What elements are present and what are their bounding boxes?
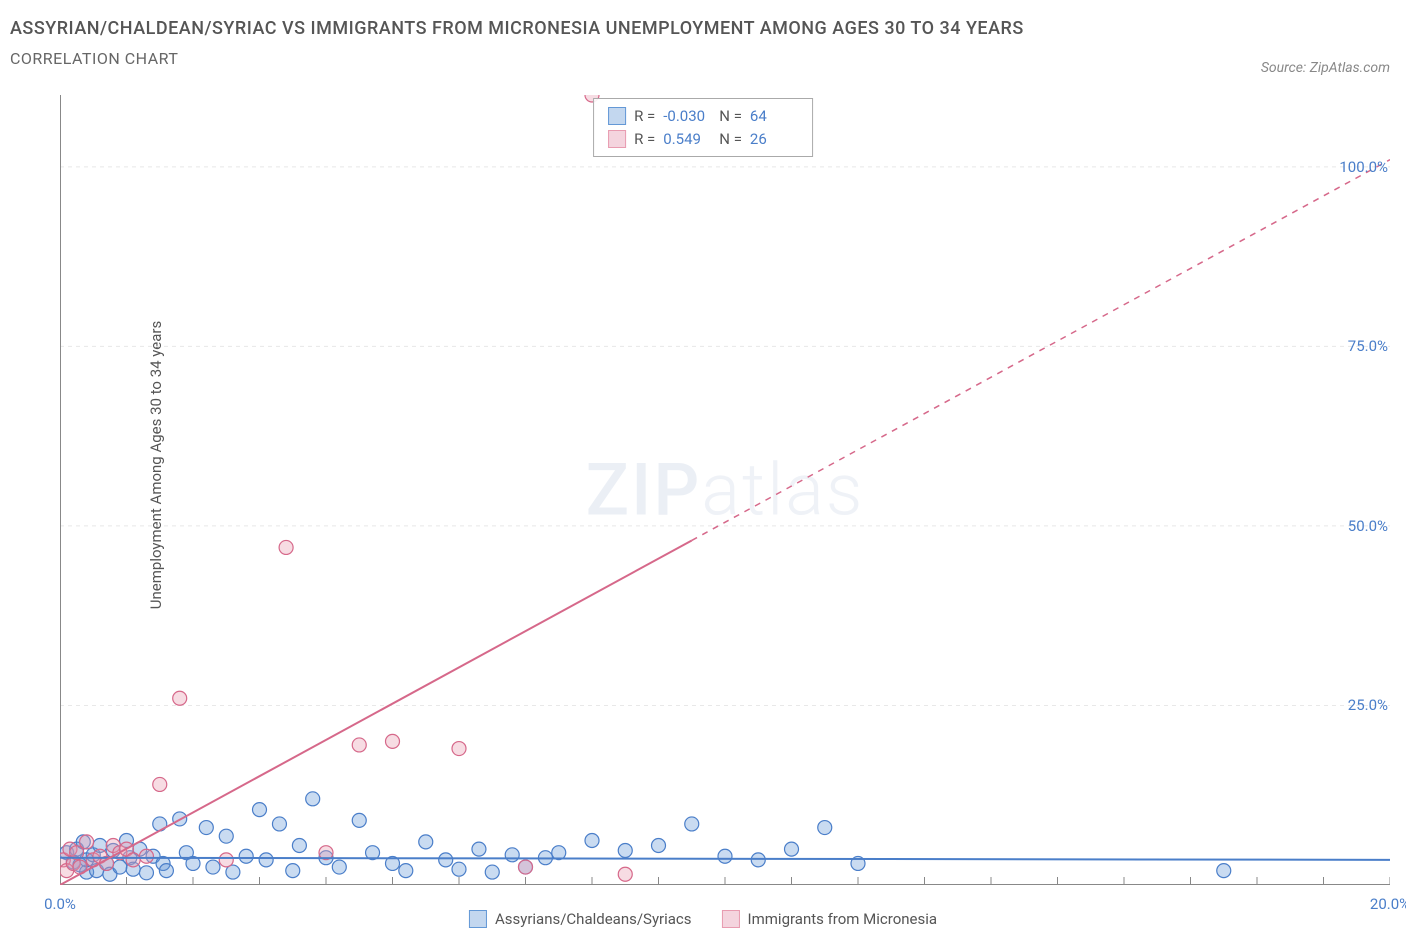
stats-swatch (608, 107, 626, 125)
source-prefix: Source: (1261, 60, 1310, 76)
legend-item: Immigrants from Micronesia (722, 910, 938, 928)
legend-swatch (469, 910, 487, 928)
legend-item: Assyrians/Chaldeans/Syriacs (469, 910, 692, 928)
stats-n-value: 26 (750, 128, 798, 151)
stats-n-label: N = (719, 128, 742, 151)
y-tick-label: 50.0% (1348, 517, 1388, 535)
y-tick-label: 100.0% (1339, 158, 1388, 176)
x-tick-label: 20.0% (1370, 895, 1406, 913)
legend-label: Immigrants from Micronesia (748, 910, 938, 928)
x-tick-label: 0.0% (44, 895, 76, 913)
legend-swatch (722, 910, 740, 928)
scatter-plot (60, 95, 1390, 885)
stats-r-value: -0.030 (663, 105, 711, 128)
legend-label: Assyrians/Chaldeans/Syriacs (495, 910, 692, 928)
stats-n-value: 64 (750, 105, 798, 128)
stats-r-value: 0.549 (663, 128, 711, 151)
stats-row: R = 0.549 N = 26 (608, 128, 798, 151)
stats-r-label: R = (634, 128, 655, 151)
y-tick-label: 25.0% (1348, 696, 1388, 714)
source-name: ZipAtlas.com (1310, 60, 1390, 76)
stats-swatch (608, 130, 626, 148)
source-attribution: Source: ZipAtlas.com (1261, 60, 1390, 76)
series-legend: Assyrians/Chaldeans/Syriacs Immigrants fr… (469, 910, 937, 928)
correlation-stats-box: R = -0.030 N = 64 R = 0.549 N = 26 (593, 98, 813, 157)
chart-container: ZIPatlas 25.0%50.0%75.0%100.0%0.0%20.0% (60, 95, 1390, 885)
chart-title-block: ASSYRIAN/CHALDEAN/SYRIAC VS IMMIGRANTS F… (0, 0, 1406, 68)
stats-r-label: R = (634, 105, 655, 128)
stats-row: R = -0.030 N = 64 (608, 105, 798, 128)
stats-n-label: N = (719, 105, 742, 128)
chart-title-line1: ASSYRIAN/CHALDEAN/SYRIAC VS IMMIGRANTS F… (10, 18, 1396, 39)
y-tick-label: 75.0% (1348, 337, 1388, 355)
chart-title-line2: CORRELATION CHART (10, 49, 1396, 68)
